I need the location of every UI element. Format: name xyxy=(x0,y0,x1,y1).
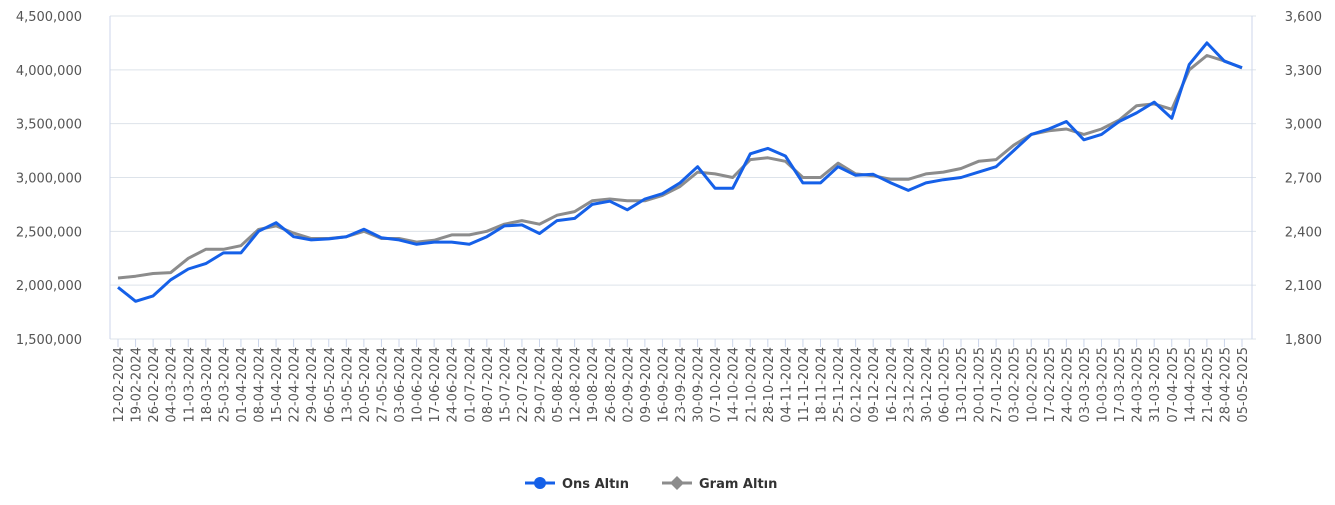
x-tick-label: 26-02-2024 xyxy=(147,347,162,423)
x-tick-label: 01-07-2024 xyxy=(463,347,478,423)
y-tick-label: 3,000,000 xyxy=(16,172,82,187)
x-tick-label: 19-08-2024 xyxy=(586,347,601,423)
x-tick-label: 20-05-2024 xyxy=(358,347,373,423)
legend-label: Ons Altın xyxy=(562,477,629,492)
x-tick-label: 05-08-2024 xyxy=(551,347,566,423)
x-tick-label: 09-12-2024 xyxy=(867,347,882,423)
x-tick-label: 29-04-2024 xyxy=(305,347,320,423)
x-tick-label: 05-05-2025 xyxy=(1236,347,1251,423)
legend-marker xyxy=(534,477,546,489)
x-tick-label: 09-09-2024 xyxy=(639,347,654,423)
x-tick-label: 28-10-2024 xyxy=(762,347,777,423)
x-tick-label: 12-08-2024 xyxy=(569,347,584,423)
x-tick-label: 16-12-2024 xyxy=(885,347,900,423)
x-tick-label: 22-07-2024 xyxy=(516,347,531,423)
x-tick-label: 31-03-2025 xyxy=(1148,347,1163,423)
x-tick-label: 14-04-2025 xyxy=(1183,347,1198,423)
series-line xyxy=(117,54,1243,280)
x-tick-label: 13-05-2024 xyxy=(340,347,355,423)
x-tick-label: 23-09-2024 xyxy=(674,347,689,423)
x-tick-label: 15-04-2024 xyxy=(270,347,285,423)
x-tick-label: 10-03-2025 xyxy=(1096,347,1111,423)
x-tick-label: 22-04-2024 xyxy=(288,347,303,423)
x-tick-label: 24-03-2025 xyxy=(1131,347,1146,423)
x-tick-label: 13-01-2025 xyxy=(955,347,970,423)
x-tick-label: 21-04-2025 xyxy=(1201,347,1216,423)
x-tick-label: 08-07-2024 xyxy=(481,347,496,423)
x-tick-label: 10-06-2024 xyxy=(411,347,426,423)
x-tick-label: 16-09-2024 xyxy=(656,347,671,423)
x-tick-label: 07-10-2024 xyxy=(709,347,724,423)
legend-marker xyxy=(670,476,684,490)
x-tick-label: 02-12-2024 xyxy=(850,347,865,423)
x-tick-label: 11-11-2024 xyxy=(797,347,812,423)
legend-item[interactable]: Ons Altın xyxy=(525,477,629,492)
x-tick-label: 25-03-2024 xyxy=(217,347,232,423)
y2-tick-label: 3,000 xyxy=(1285,118,1322,133)
x-tick-label: 04-11-2024 xyxy=(779,347,794,423)
x-tick-label: 07-04-2025 xyxy=(1166,347,1181,423)
x-tick-label: 26-08-2024 xyxy=(604,347,619,423)
y2-tick-label: 3,300 xyxy=(1285,64,1322,79)
x-tick-label: 08-04-2024 xyxy=(253,347,268,423)
x-tick-label: 18-03-2024 xyxy=(200,347,215,423)
y-tick-label: 2,000,000 xyxy=(16,279,82,294)
y2-tick-label: 2,700 xyxy=(1285,172,1322,187)
x-tick-label: 17-03-2025 xyxy=(1113,347,1128,423)
y-tick-label: 4,500,000 xyxy=(16,10,82,25)
x-tick-label: 12-02-2024 xyxy=(112,347,127,423)
x-tick-label: 03-03-2025 xyxy=(1078,347,1093,423)
x-tick-label: 15-07-2024 xyxy=(498,347,513,423)
x-tick-label: 03-02-2025 xyxy=(1008,347,1023,423)
x-tick-label: 03-06-2024 xyxy=(393,347,408,423)
x-tick-label: 11-03-2024 xyxy=(182,347,197,423)
legend-item[interactable]: Gram Altın xyxy=(662,476,777,492)
x-tick-label: 21-10-2024 xyxy=(744,347,759,423)
y2-tick-label: 1,800 xyxy=(1285,333,1322,348)
x-tick-label: 14-10-2024 xyxy=(727,347,742,423)
y2-tick-label: 2,400 xyxy=(1285,225,1322,240)
x-tick-label: 23-12-2024 xyxy=(902,347,917,423)
x-tick-label: 29-07-2024 xyxy=(534,347,549,423)
x-tick-label: 17-06-2024 xyxy=(428,347,443,423)
x-tick-label: 20-01-2025 xyxy=(973,347,988,423)
legend-label: Gram Altın xyxy=(699,477,777,492)
x-tick-label: 25-11-2024 xyxy=(832,347,847,423)
x-tick-label: 27-01-2025 xyxy=(990,347,1005,423)
x-tick-label: 10-02-2025 xyxy=(1025,347,1040,423)
x-tick-label: 04-03-2024 xyxy=(165,347,180,423)
x-tick-label: 06-01-2025 xyxy=(937,347,952,423)
series-line xyxy=(117,41,1243,303)
y-tick-label: 1,500,000 xyxy=(16,333,82,348)
x-tick-label: 01-04-2024 xyxy=(235,347,250,423)
y-tick-label: 4,000,000 xyxy=(16,64,82,79)
y2-tick-label: 2,100 xyxy=(1285,279,1322,294)
y2-tick-label: 3,600 xyxy=(1285,10,1322,25)
y-tick-label: 3,500,000 xyxy=(16,118,82,133)
x-tick-label: 28-04-2025 xyxy=(1218,347,1233,423)
x-tick-label: 30-12-2024 xyxy=(920,347,935,423)
x-tick-label: 19-02-2024 xyxy=(130,347,145,423)
x-tick-label: 24-06-2024 xyxy=(446,347,461,423)
x-tick-label: 06-05-2024 xyxy=(323,347,338,423)
x-tick-label: 30-09-2024 xyxy=(692,347,707,423)
x-tick-label: 27-05-2024 xyxy=(375,347,390,423)
x-tick-label: 24-02-2025 xyxy=(1060,347,1075,423)
x-tick-label: 02-09-2024 xyxy=(621,347,636,423)
x-tick-label: 17-02-2025 xyxy=(1043,347,1058,423)
x-tick-label: 18-11-2024 xyxy=(815,347,830,423)
y-tick-label: 2,500,000 xyxy=(16,225,82,240)
